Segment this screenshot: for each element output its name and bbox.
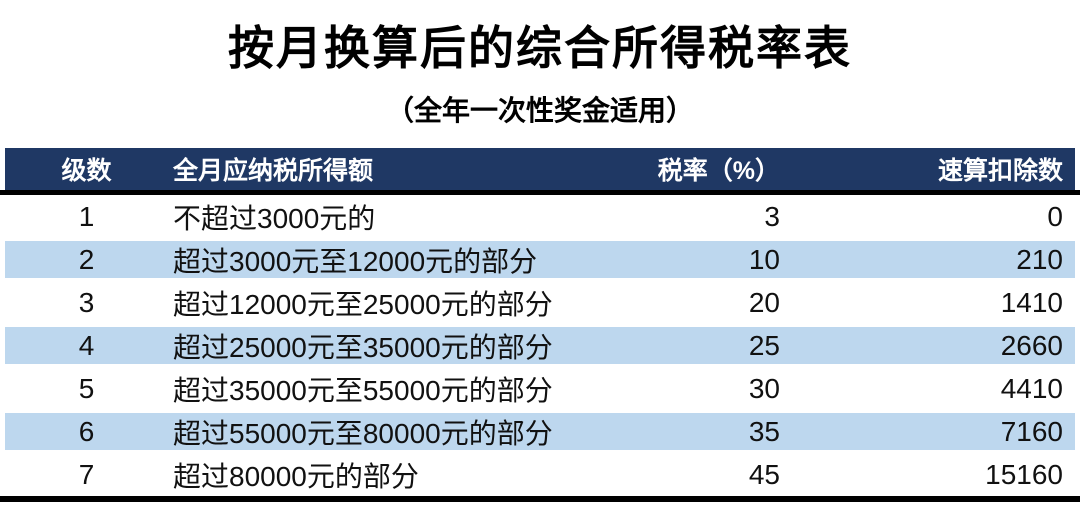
cell-income: 超过35000元至55000元的部分: [173, 374, 553, 406]
cell-income: 超过25000元至35000元的部分: [173, 331, 553, 363]
cell-level: 2: [78, 243, 95, 275]
cell-level: 3: [78, 286, 95, 318]
cell-deduction: 4410: [1000, 372, 1063, 404]
table-row: 4 超过25000元至35000元的部分 25 2660: [5, 324, 1075, 367]
cell-level: 1: [78, 200, 95, 232]
cell-rate: 45: [748, 458, 780, 490]
cell-deduction: 15160: [985, 458, 1063, 490]
table-row: 7 超过80000元的部分 45 15160: [5, 453, 1075, 496]
table-row: 2 超过3000元至12000元的部分 10 210: [5, 238, 1075, 281]
column-header-rate: 税率（%）: [657, 157, 780, 185]
cell-deduction: 1410: [1000, 286, 1063, 318]
table-header-row: 级数 全月应纳税所得额 税率（%） 速算扣除数: [5, 148, 1075, 190]
cell-income: 超过80000元的部分: [173, 460, 419, 492]
table-bottom-rule: [0, 496, 1080, 502]
cell-rate: 35: [748, 415, 780, 447]
cell-level: 7: [78, 458, 95, 490]
column-header-income: 全月应纳税所得额: [173, 157, 374, 185]
table-row: 3 超过12000元至25000元的部分 20 1410: [5, 281, 1075, 324]
cell-income: 超过55000元至80000元的部分: [173, 417, 553, 449]
table-row: 5 超过35000元至55000元的部分 30 4410: [5, 367, 1075, 410]
cell-income: 超过3000元至12000元的部分: [173, 245, 538, 277]
cell-level: 5: [78, 372, 95, 404]
page-title: 按月换算后的综合所得税率表: [228, 22, 852, 74]
cell-deduction: 2660: [1000, 329, 1063, 361]
cell-income: 超过12000元至25000元的部分: [173, 288, 553, 320]
cell-rate: 30: [748, 372, 780, 404]
cell-rate: 25: [748, 329, 780, 361]
column-header-level: 级数: [61, 157, 112, 185]
cell-income: 不超过3000元的: [173, 202, 376, 234]
table-row: 1 不超过3000元的 3 0: [5, 195, 1075, 238]
page-subtitle: （全年一次性奖金适用）: [385, 95, 694, 126]
cell-deduction: 0: [1047, 200, 1063, 232]
tax-rate-table: 级数 全月应纳税所得额 税率（%） 速算扣除数 1 不超过3000元的 3 0 …: [0, 148, 1080, 502]
table-row: 6 超过55000元至80000元的部分 35 7160: [5, 410, 1075, 453]
cell-rate: 3: [764, 200, 780, 232]
column-header-deduction: 速算扣除数: [937, 157, 1063, 185]
cell-rate: 20: [748, 286, 780, 318]
cell-deduction: 210: [1016, 243, 1063, 275]
cell-rate: 10: [748, 243, 780, 275]
header-divider-rule: [0, 190, 1080, 195]
cell-deduction: 7160: [1000, 415, 1063, 447]
cell-level: 4: [78, 329, 95, 361]
cell-level: 6: [78, 415, 95, 447]
